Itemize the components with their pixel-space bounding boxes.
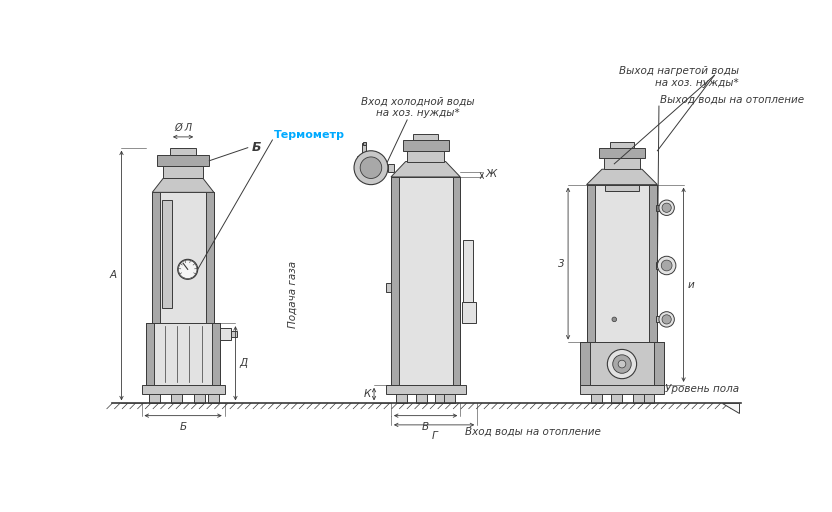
Text: 3: 3 [557,259,564,269]
Bar [171,394,181,403]
Bar [194,394,205,403]
Text: Уровень пола: Уровень пола [665,384,739,394]
Bar [220,328,230,340]
Circle shape [657,256,676,275]
Bar [391,177,399,385]
Bar [152,193,214,323]
Bar [610,141,634,147]
Text: Б: Б [180,422,186,432]
Text: Ж: Ж [486,169,497,179]
Bar [633,394,643,403]
Text: Выход нагретой воды
на хоз. нужды*: Выход нагретой воды на хоз. нужды* [619,66,739,88]
Bar [612,394,622,403]
Bar [453,177,460,385]
Bar [581,343,664,385]
Bar [462,302,476,323]
Text: Г: Г [431,431,437,441]
Circle shape [178,260,198,280]
Bar [581,343,590,385]
Bar [230,331,237,337]
Bar [587,185,657,343]
Bar [161,200,172,308]
Bar [141,385,225,394]
Bar [444,394,455,403]
Text: Д: Д [240,358,247,368]
Circle shape [659,312,675,327]
Bar [656,263,666,269]
Bar [206,193,214,323]
Bar [581,385,664,394]
Text: Подача газа: Подача газа [287,261,297,328]
Text: Термометр: Термометр [274,130,345,140]
Bar [364,142,366,144]
Bar [654,343,664,385]
Bar [386,283,391,292]
Bar [146,323,220,385]
Text: Б: Б [251,141,261,154]
Circle shape [178,260,197,279]
Bar [362,154,373,158]
Bar [656,205,666,211]
Circle shape [360,157,382,179]
Bar [656,316,666,323]
Circle shape [612,317,617,322]
Bar [649,185,657,343]
Bar [391,177,460,385]
Bar [414,134,438,140]
Text: M": M" [356,156,368,165]
Bar [407,151,444,162]
Circle shape [659,200,675,216]
Bar [605,185,639,191]
Bar [599,147,645,158]
Bar [396,394,407,403]
Circle shape [612,355,631,373]
Bar [385,385,466,394]
Circle shape [662,203,671,212]
Polygon shape [722,403,739,413]
Polygon shape [152,179,214,193]
Circle shape [618,360,626,368]
Bar [416,394,427,403]
Text: Ø Л: Ø Л [174,123,192,133]
Bar [163,166,203,179]
Bar [152,193,160,323]
Bar [463,240,473,302]
Text: К: К [364,389,371,399]
Bar [212,323,220,385]
Bar [592,394,602,403]
Bar [149,394,160,403]
Text: Выход воды на отопление: Выход воды на отопление [661,95,805,104]
Text: Вход холодной воды
на хоз. нужды*: Вход холодной воды на хоз. нужды* [361,97,475,118]
Bar [157,155,210,166]
Polygon shape [587,169,657,185]
Circle shape [607,349,636,379]
Bar [403,140,448,151]
Bar [435,394,446,403]
Bar [643,394,654,403]
Bar [208,394,219,403]
Bar [388,164,394,172]
Polygon shape [391,162,460,177]
Bar [170,147,196,155]
Bar [603,158,641,169]
Circle shape [354,151,388,185]
Bar [362,143,366,154]
Text: и: и [687,280,694,290]
Text: Вход воды на отопление: Вход воды на отопление [465,426,602,436]
Bar [146,323,154,385]
Bar [587,185,595,343]
Circle shape [661,260,672,271]
Circle shape [662,315,671,324]
Text: В: В [422,422,429,432]
Text: A: A [110,270,116,281]
